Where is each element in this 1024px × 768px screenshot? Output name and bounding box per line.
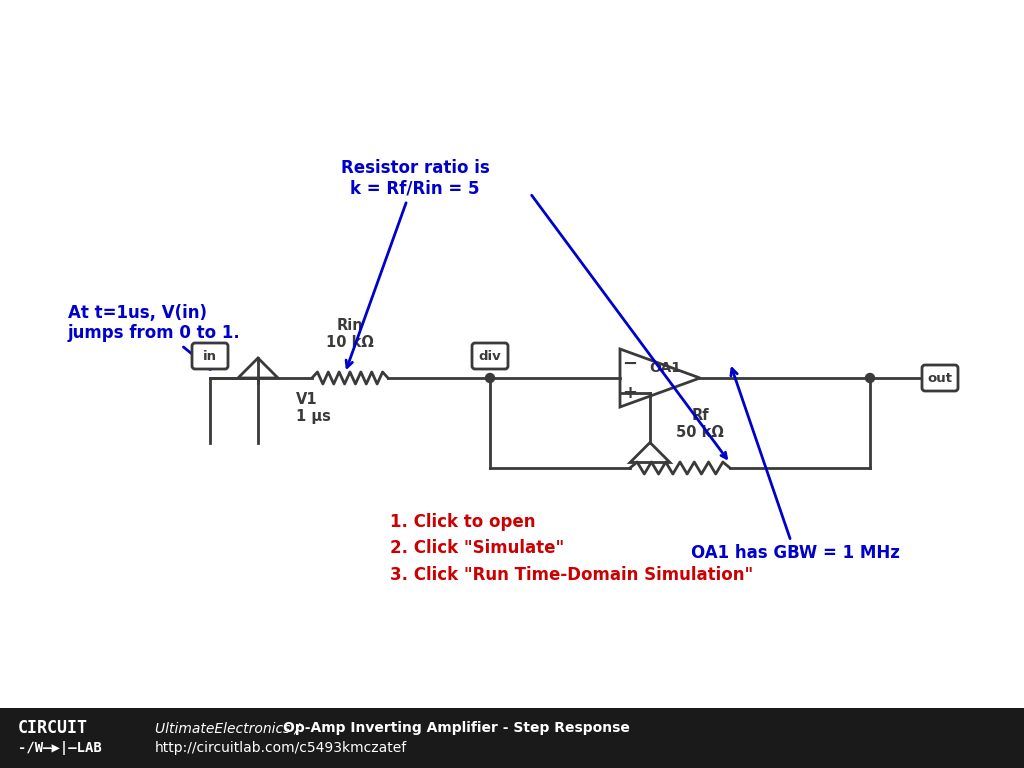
Text: +: + <box>623 383 638 402</box>
FancyBboxPatch shape <box>922 365 958 391</box>
Text: OA1: OA1 <box>649 361 681 375</box>
Text: -∕W―▶|―LAB: -∕W―▶|―LAB <box>18 741 101 755</box>
Text: Op-Amp Inverting Amplifier - Step Response: Op-Amp Inverting Amplifier - Step Respon… <box>283 721 630 735</box>
Text: Rin
10 kΩ: Rin 10 kΩ <box>326 318 374 350</box>
FancyBboxPatch shape <box>472 343 508 369</box>
Text: 1. Click to open
2. Click "Simulate"
3. Click "Run Time-Domain Simulation": 1. Click to open 2. Click "Simulate" 3. … <box>390 513 754 584</box>
Text: −: − <box>623 355 638 372</box>
Text: out: out <box>928 372 952 385</box>
Text: At t=1us, V(in)
jumps from 0 to 1.: At t=1us, V(in) jumps from 0 to 1. <box>68 303 241 369</box>
Text: Rf
50 kΩ: Rf 50 kΩ <box>676 408 724 440</box>
Text: div: div <box>478 349 502 362</box>
Text: OA1 has GBW = 1 MHz: OA1 has GBW = 1 MHz <box>690 369 899 562</box>
Circle shape <box>485 373 495 382</box>
Text: V1
1 μs: V1 1 μs <box>296 392 331 424</box>
Text: CIRCUIT: CIRCUIT <box>18 719 88 737</box>
Text: UltimateElectronics /: UltimateElectronics / <box>155 721 304 735</box>
Text: Resistor ratio is
k = Rf/Rin = 5: Resistor ratio is k = Rf/Rin = 5 <box>341 159 489 367</box>
Text: in: in <box>203 349 217 362</box>
Bar <box>0 708 1024 768</box>
Circle shape <box>865 373 874 382</box>
FancyBboxPatch shape <box>193 343 228 369</box>
Text: http://circuitlab.com/c5493kmczatef: http://circuitlab.com/c5493kmczatef <box>155 741 408 755</box>
